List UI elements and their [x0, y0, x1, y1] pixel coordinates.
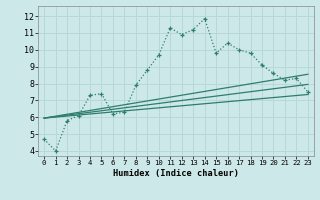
X-axis label: Humidex (Indice chaleur): Humidex (Indice chaleur): [113, 169, 239, 178]
